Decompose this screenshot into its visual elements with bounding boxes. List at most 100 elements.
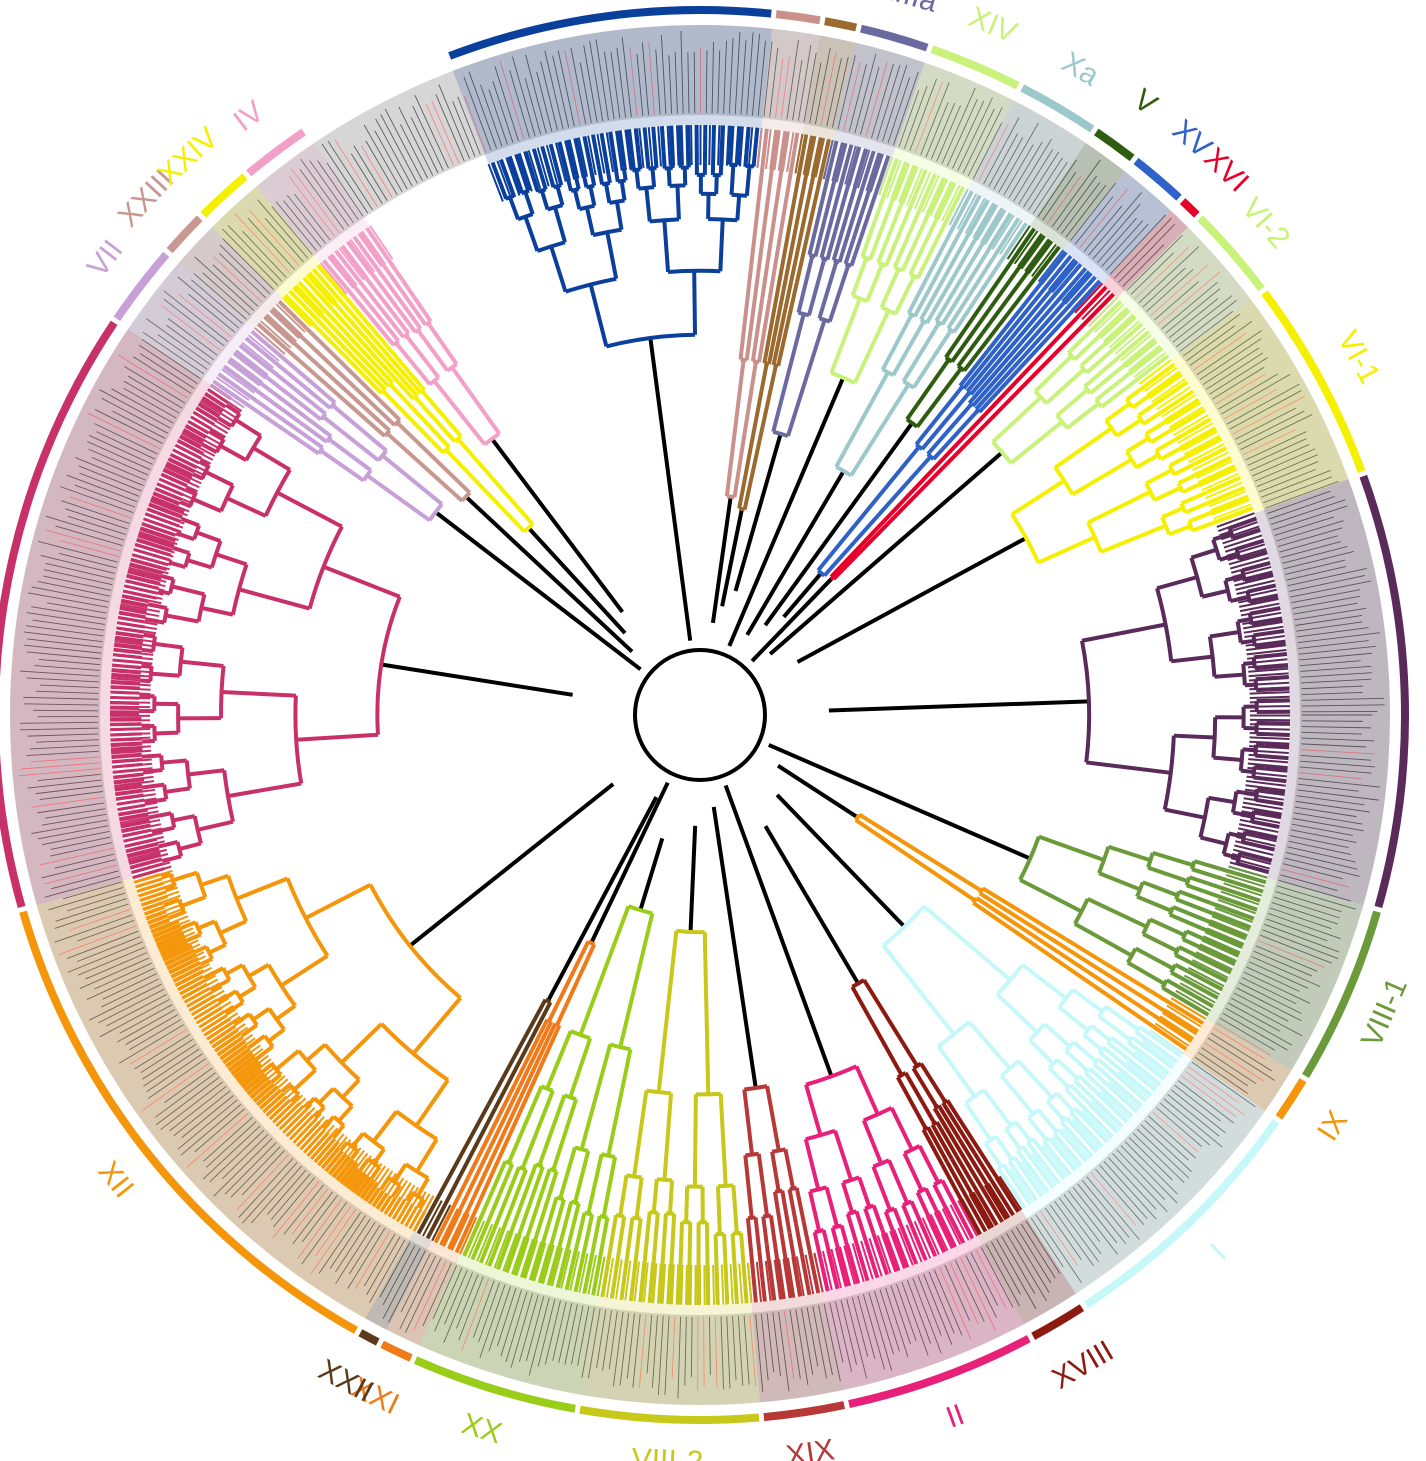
- leaf-label: [1154, 281, 1199, 321]
- leaf-label: [1289, 835, 1349, 848]
- leaf-label: [334, 139, 378, 207]
- leaf-label: [463, 95, 487, 153]
- leaf-label: [928, 1271, 955, 1334]
- leaf-label: [587, 1308, 601, 1379]
- leaf-label: [1103, 1161, 1157, 1220]
- leaf-label: [435, 94, 465, 162]
- leaf-label: [752, 33, 761, 116]
- leaf-label: [1264, 923, 1340, 953]
- leaf-label: [177, 276, 240, 329]
- leaf-label: [1015, 1226, 1052, 1284]
- leaf-label: [865, 61, 888, 137]
- leaf-label: [1232, 395, 1305, 435]
- leaf-label: [1124, 1141, 1178, 1195]
- leaf-label: [1237, 410, 1305, 445]
- leaf-label: [31, 819, 108, 834]
- leaf-label: [1018, 149, 1054, 205]
- leaf-label: [1194, 1056, 1248, 1094]
- leaf-label: [1063, 1194, 1101, 1243]
- leaf-label: [641, 42, 650, 116]
- leaf-label: [1242, 428, 1297, 456]
- leaf-label: [272, 1180, 320, 1239]
- leaf-label: [32, 619, 105, 631]
- leaf-label: [1176, 299, 1237, 348]
- leaf-label: [677, 1316, 682, 1399]
- leaf-label: [602, 1310, 612, 1371]
- leaf-label: [31, 586, 109, 603]
- leaf-label: [40, 684, 99, 689]
- leaf-label: [37, 773, 101, 781]
- leaf-label: [213, 256, 263, 303]
- leaf-label: [88, 448, 149, 476]
- leaf-label: [1065, 184, 1107, 238]
- leaf-label: [238, 1158, 294, 1218]
- leaf-label: [996, 1238, 1037, 1310]
- leaf-label: [193, 273, 247, 320]
- leaf-label: [443, 1272, 473, 1344]
- leaf-label: [1252, 448, 1316, 477]
- leaf-label: [740, 40, 747, 115]
- leaf-label: [680, 30, 684, 114]
- rim-xviii: [1031, 1304, 1085, 1340]
- leaf-label: [67, 892, 126, 912]
- leaf-label: [1277, 527, 1343, 547]
- clade-xv: [782, 171, 1171, 619]
- leaf-label: [1294, 806, 1357, 818]
- leaf-label: [1088, 192, 1142, 256]
- leaf-label: [1274, 516, 1334, 536]
- leaf-label: [823, 1303, 841, 1382]
- leaf-label: [646, 1315, 653, 1374]
- rim-xxiii: [166, 215, 203, 254]
- leaf-label: [887, 77, 911, 144]
- clade-iii: [452, 24, 773, 641]
- leaf-label: [1168, 298, 1219, 339]
- leaf-label: [923, 1273, 953, 1345]
- leaf-label: [270, 1173, 311, 1221]
- leaf-label: [67, 941, 143, 973]
- leaf-label: [54, 903, 129, 929]
- leaf-label: [26, 612, 105, 625]
- leaf-label: [155, 1072, 217, 1118]
- leaf-label: [944, 1264, 971, 1322]
- leaf-label: [77, 919, 135, 942]
- leaf-label: [309, 160, 354, 224]
- leaf-label: [21, 762, 100, 770]
- leaf-label: [68, 909, 131, 931]
- clade-label: II: [942, 1398, 969, 1435]
- leaf-label: [37, 802, 105, 814]
- leaf-label: [292, 1191, 334, 1245]
- leaf-label: [903, 85, 928, 149]
- leaf-label: [213, 1138, 273, 1197]
- leaf-label: [648, 42, 655, 115]
- leaf-label: [769, 47, 779, 118]
- leaf-label: [380, 114, 418, 184]
- leaf-label: [310, 1208, 357, 1275]
- leaf-label: [789, 1310, 801, 1379]
- leaf-label: [1161, 281, 1218, 330]
- leaf-label: [30, 745, 99, 750]
- leaf-label: [203, 1117, 253, 1162]
- leaf-label: [967, 107, 1003, 177]
- leaf-label: [972, 122, 1003, 179]
- leaf-label: [983, 117, 1020, 185]
- leaf-label: [26, 638, 102, 648]
- leaf-label: [236, 1154, 289, 1211]
- leaf-label: [570, 1305, 584, 1365]
- leaf-label: [1142, 267, 1186, 308]
- leaf-label: [834, 1301, 853, 1372]
- leaf-label: [23, 696, 99, 700]
- leaf-label: [294, 193, 331, 241]
- clade-label: VII: [81, 234, 130, 283]
- leaf-label: [160, 304, 222, 351]
- leaf-label: [1013, 138, 1052, 202]
- leaf-label: [209, 1129, 265, 1183]
- leaf-label: [62, 881, 122, 900]
- leaf-label: [1096, 217, 1137, 264]
- leaf-label: [936, 105, 962, 162]
- leaf-label: [632, 1313, 641, 1388]
- leaf-label: [157, 334, 208, 370]
- leaf-label: [840, 1300, 858, 1365]
- leaf-label: [657, 1315, 664, 1395]
- leaf-label: [1301, 726, 1371, 729]
- leaf-label: [87, 412, 161, 450]
